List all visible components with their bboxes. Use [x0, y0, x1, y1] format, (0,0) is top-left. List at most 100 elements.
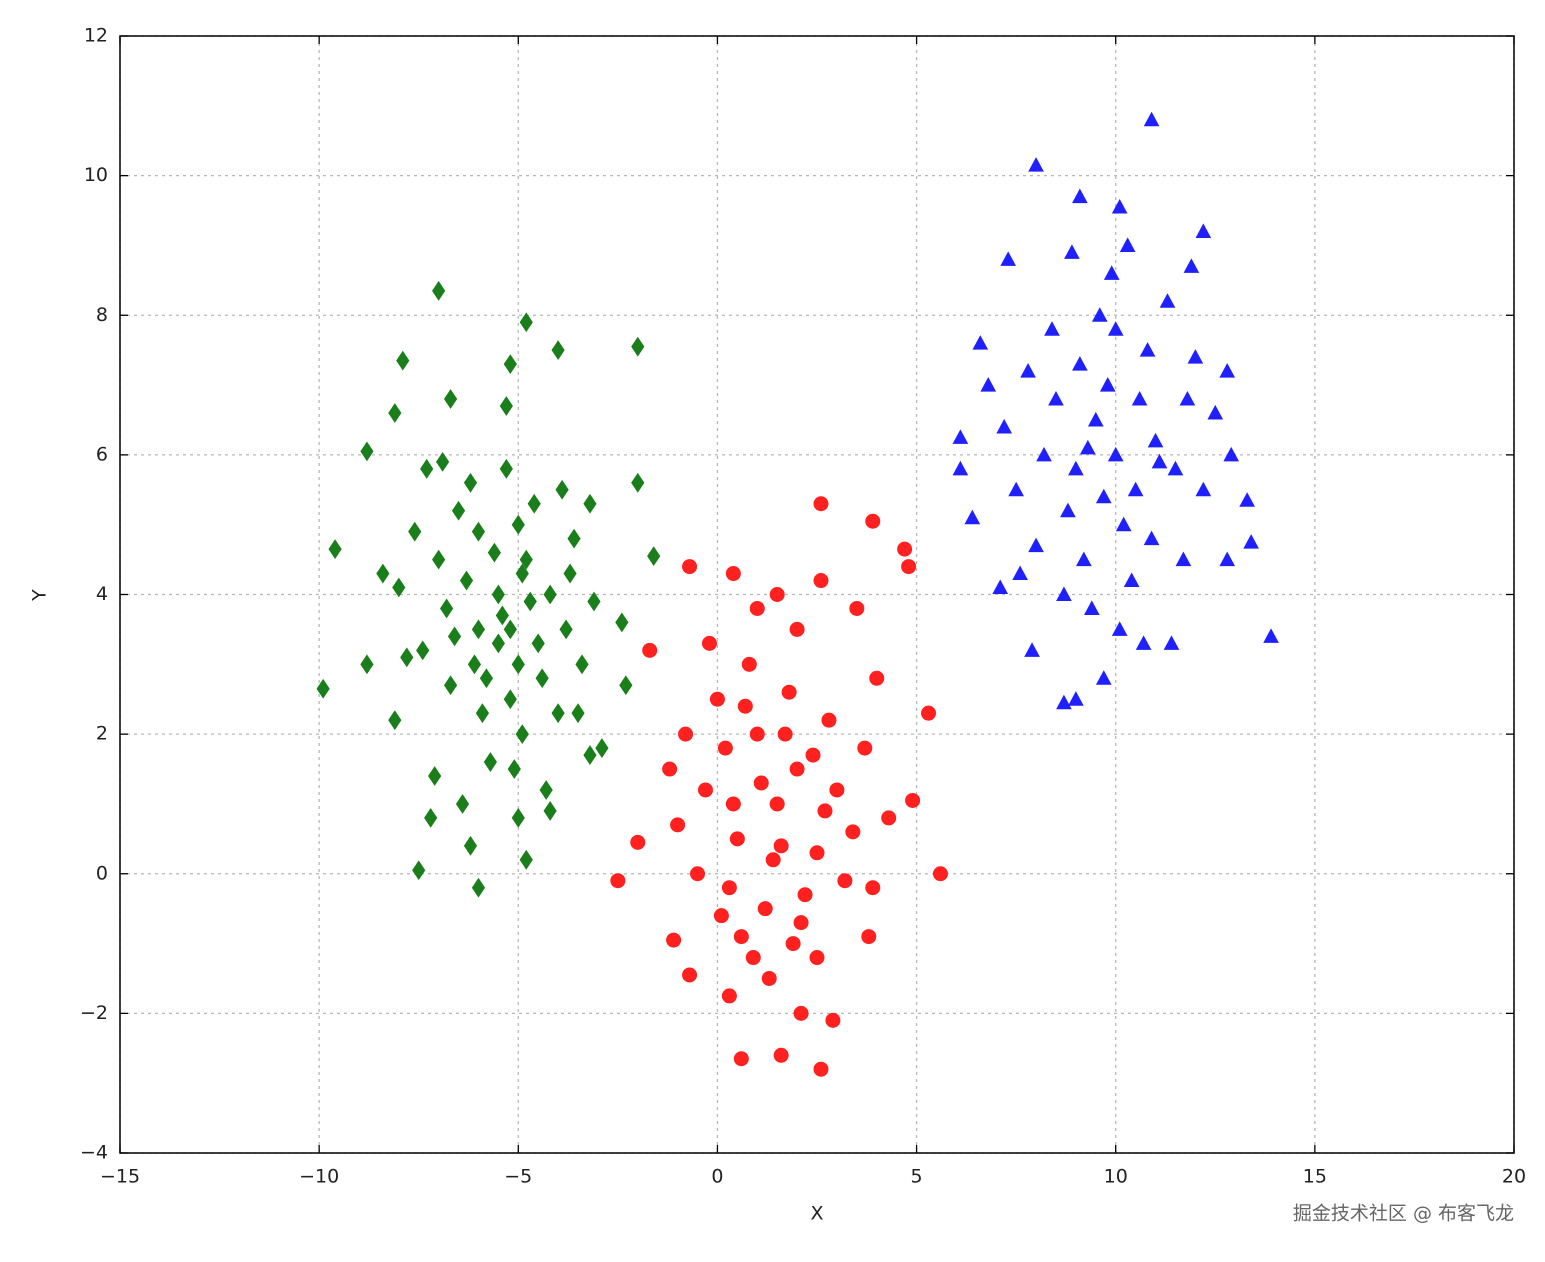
point	[610, 873, 626, 889]
point	[666, 932, 682, 948]
point	[595, 738, 609, 758]
point	[499, 458, 513, 479]
point	[1111, 198, 1128, 214]
point	[647, 546, 661, 567]
point	[471, 521, 486, 542]
y-tick-label: −2	[80, 1002, 108, 1024]
point	[587, 591, 601, 612]
point	[1107, 446, 1124, 462]
point	[1111, 621, 1128, 636]
point	[678, 726, 694, 742]
y-tick-label: −4	[80, 1142, 108, 1164]
point	[360, 441, 374, 462]
point	[857, 740, 873, 756]
y-tick-label: 8	[96, 304, 108, 326]
point	[785, 936, 801, 952]
point	[1263, 628, 1279, 643]
x-tick-label: 0	[711, 1166, 723, 1188]
point	[360, 654, 374, 675]
point	[1127, 481, 1144, 497]
point	[769, 587, 785, 602]
point	[789, 621, 805, 637]
point	[682, 967, 698, 983]
point	[1243, 534, 1259, 549]
point	[682, 559, 698, 575]
point	[1139, 342, 1156, 357]
point	[443, 389, 458, 409]
point	[809, 845, 825, 861]
point	[849, 600, 865, 616]
point	[805, 747, 821, 763]
point	[1000, 251, 1017, 266]
x-tick-label: −15	[100, 1166, 140, 1188]
point	[631, 472, 645, 493]
point	[753, 775, 769, 791]
point	[701, 635, 717, 651]
point	[745, 950, 761, 966]
point	[615, 612, 629, 633]
point	[1044, 321, 1060, 336]
point	[1072, 356, 1088, 371]
point	[523, 591, 537, 612]
point	[1008, 481, 1024, 497]
point	[400, 647, 414, 668]
point	[499, 396, 513, 416]
point	[432, 280, 446, 301]
point	[881, 810, 897, 826]
point	[503, 689, 517, 710]
point	[1131, 390, 1148, 406]
point	[1195, 223, 1212, 238]
point	[813, 1061, 829, 1077]
y-tick-label: 2	[96, 723, 108, 745]
watermark: 掘金技术社区 @ 布客飞龙	[1293, 1203, 1514, 1225]
point	[932, 866, 948, 882]
point	[761, 970, 777, 986]
point	[583, 493, 597, 514]
point	[1135, 635, 1152, 650]
point	[1091, 307, 1108, 322]
point	[316, 678, 330, 699]
point	[1076, 551, 1092, 567]
point	[1223, 446, 1240, 462]
point	[507, 759, 521, 779]
point	[571, 703, 585, 724]
point	[952, 460, 969, 476]
point	[992, 579, 1009, 595]
point	[503, 619, 517, 640]
point	[527, 493, 541, 514]
point	[519, 849, 533, 870]
point	[1095, 670, 1112, 685]
y-tick-label: 12	[84, 25, 108, 47]
point	[749, 726, 765, 742]
point	[1064, 244, 1080, 259]
point	[725, 566, 741, 582]
point	[543, 801, 557, 821]
point	[1163, 635, 1180, 650]
point	[1107, 321, 1124, 336]
point	[662, 761, 678, 777]
point	[491, 633, 505, 654]
point	[717, 740, 733, 756]
point	[921, 705, 937, 721]
point	[1103, 265, 1120, 280]
point	[777, 726, 793, 742]
point	[1068, 691, 1084, 706]
point	[725, 796, 741, 812]
point	[789, 761, 805, 777]
point	[475, 703, 490, 724]
point	[491, 584, 505, 605]
point	[809, 950, 825, 966]
point	[503, 354, 517, 375]
point	[535, 668, 549, 689]
point	[1020, 363, 1036, 378]
point	[781, 684, 797, 700]
point	[1068, 460, 1084, 476]
point	[551, 703, 565, 724]
point	[713, 908, 729, 924]
point	[813, 573, 829, 589]
point	[519, 312, 533, 333]
point	[439, 598, 454, 619]
point	[721, 988, 737, 1004]
point	[964, 509, 981, 525]
